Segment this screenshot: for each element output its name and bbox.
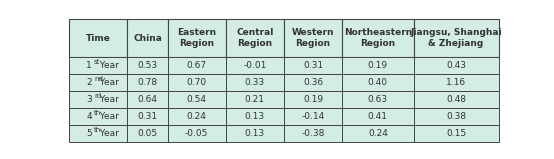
Text: Eastern
Region: Eastern Region — [177, 28, 216, 48]
Text: 4: 4 — [86, 112, 92, 121]
Text: 0.63: 0.63 — [368, 95, 388, 104]
Text: 0.31: 0.31 — [303, 61, 323, 70]
Text: 0.05: 0.05 — [137, 129, 157, 138]
Bar — [69, 19, 127, 57]
Bar — [284, 108, 342, 125]
Text: Year: Year — [97, 78, 119, 87]
Text: 0.54: 0.54 — [187, 95, 207, 104]
Text: -0.01: -0.01 — [243, 61, 266, 70]
Text: 0.41: 0.41 — [368, 112, 388, 121]
Text: -0.38: -0.38 — [301, 129, 325, 138]
Text: 0.19: 0.19 — [368, 61, 388, 70]
Text: Central
Region: Central Region — [236, 28, 274, 48]
Bar — [414, 57, 499, 74]
Text: Year: Year — [97, 95, 119, 104]
Text: Time: Time — [86, 34, 111, 43]
Bar — [342, 74, 414, 91]
Text: 0.36: 0.36 — [303, 78, 323, 87]
Bar — [342, 57, 414, 74]
Text: rd: rd — [94, 93, 101, 99]
Bar — [127, 57, 168, 74]
Text: Western
Region: Western Region — [292, 28, 334, 48]
Bar — [69, 108, 127, 125]
Bar — [284, 74, 342, 91]
Text: 1: 1 — [86, 61, 92, 70]
Bar — [342, 108, 414, 125]
Bar — [69, 57, 127, 74]
Text: 0.24: 0.24 — [368, 129, 388, 138]
Bar — [226, 125, 284, 142]
Bar — [414, 108, 499, 125]
Text: -0.05: -0.05 — [185, 129, 208, 138]
Bar — [226, 91, 284, 108]
Bar — [414, 91, 499, 108]
Text: 1.16: 1.16 — [446, 78, 466, 87]
Text: 0.40: 0.40 — [368, 78, 388, 87]
Text: 0.70: 0.70 — [187, 78, 207, 87]
Bar — [226, 108, 284, 125]
Text: 0.48: 0.48 — [446, 95, 466, 104]
Text: 0.19: 0.19 — [303, 95, 323, 104]
Bar — [168, 74, 226, 91]
Text: 0.15: 0.15 — [446, 129, 466, 138]
Text: 0.13: 0.13 — [245, 129, 265, 138]
Text: Northeastern
Region: Northeastern Region — [343, 28, 412, 48]
Text: Year: Year — [97, 112, 119, 121]
Text: 0.31: 0.31 — [137, 112, 157, 121]
Text: Year: Year — [97, 129, 119, 138]
Text: -0.14: -0.14 — [301, 112, 325, 121]
Text: Jiangsu, Shanghai
& Zhejiang: Jiangsu, Shanghai & Zhejiang — [411, 28, 502, 48]
Bar — [226, 57, 284, 74]
Text: 0.24: 0.24 — [187, 112, 207, 121]
Text: 5: 5 — [86, 129, 92, 138]
Bar — [284, 125, 342, 142]
Bar — [69, 91, 127, 108]
Bar — [342, 125, 414, 142]
Text: 0.43: 0.43 — [446, 61, 466, 70]
Bar — [342, 19, 414, 57]
Text: 0.64: 0.64 — [137, 95, 157, 104]
Text: 0.13: 0.13 — [245, 112, 265, 121]
Bar — [284, 19, 342, 57]
Bar — [168, 108, 226, 125]
Bar — [226, 74, 284, 91]
Text: 0.67: 0.67 — [187, 61, 207, 70]
Text: th: th — [94, 127, 101, 133]
Bar — [226, 19, 284, 57]
Bar — [127, 108, 168, 125]
Bar — [127, 74, 168, 91]
Text: China: China — [133, 34, 162, 43]
Bar — [127, 125, 168, 142]
Bar — [168, 91, 226, 108]
Text: 0.33: 0.33 — [245, 78, 265, 87]
Text: nd: nd — [94, 76, 103, 82]
Bar — [69, 74, 127, 91]
Bar — [414, 19, 499, 57]
Text: 0.21: 0.21 — [245, 95, 265, 104]
Text: 3: 3 — [86, 95, 92, 104]
Bar — [127, 91, 168, 108]
Bar — [127, 19, 168, 57]
Bar — [284, 91, 342, 108]
Bar — [342, 91, 414, 108]
Bar — [168, 19, 226, 57]
Bar — [69, 125, 127, 142]
Text: 0.53: 0.53 — [137, 61, 157, 70]
Text: 0.38: 0.38 — [446, 112, 466, 121]
Text: 0.78: 0.78 — [137, 78, 157, 87]
Bar — [414, 74, 499, 91]
Text: st: st — [94, 59, 100, 66]
Bar — [168, 125, 226, 142]
Bar — [414, 125, 499, 142]
Text: Year: Year — [97, 61, 119, 70]
Bar — [168, 57, 226, 74]
Text: th: th — [94, 110, 101, 116]
Bar — [284, 57, 342, 74]
Text: 2: 2 — [86, 78, 92, 87]
